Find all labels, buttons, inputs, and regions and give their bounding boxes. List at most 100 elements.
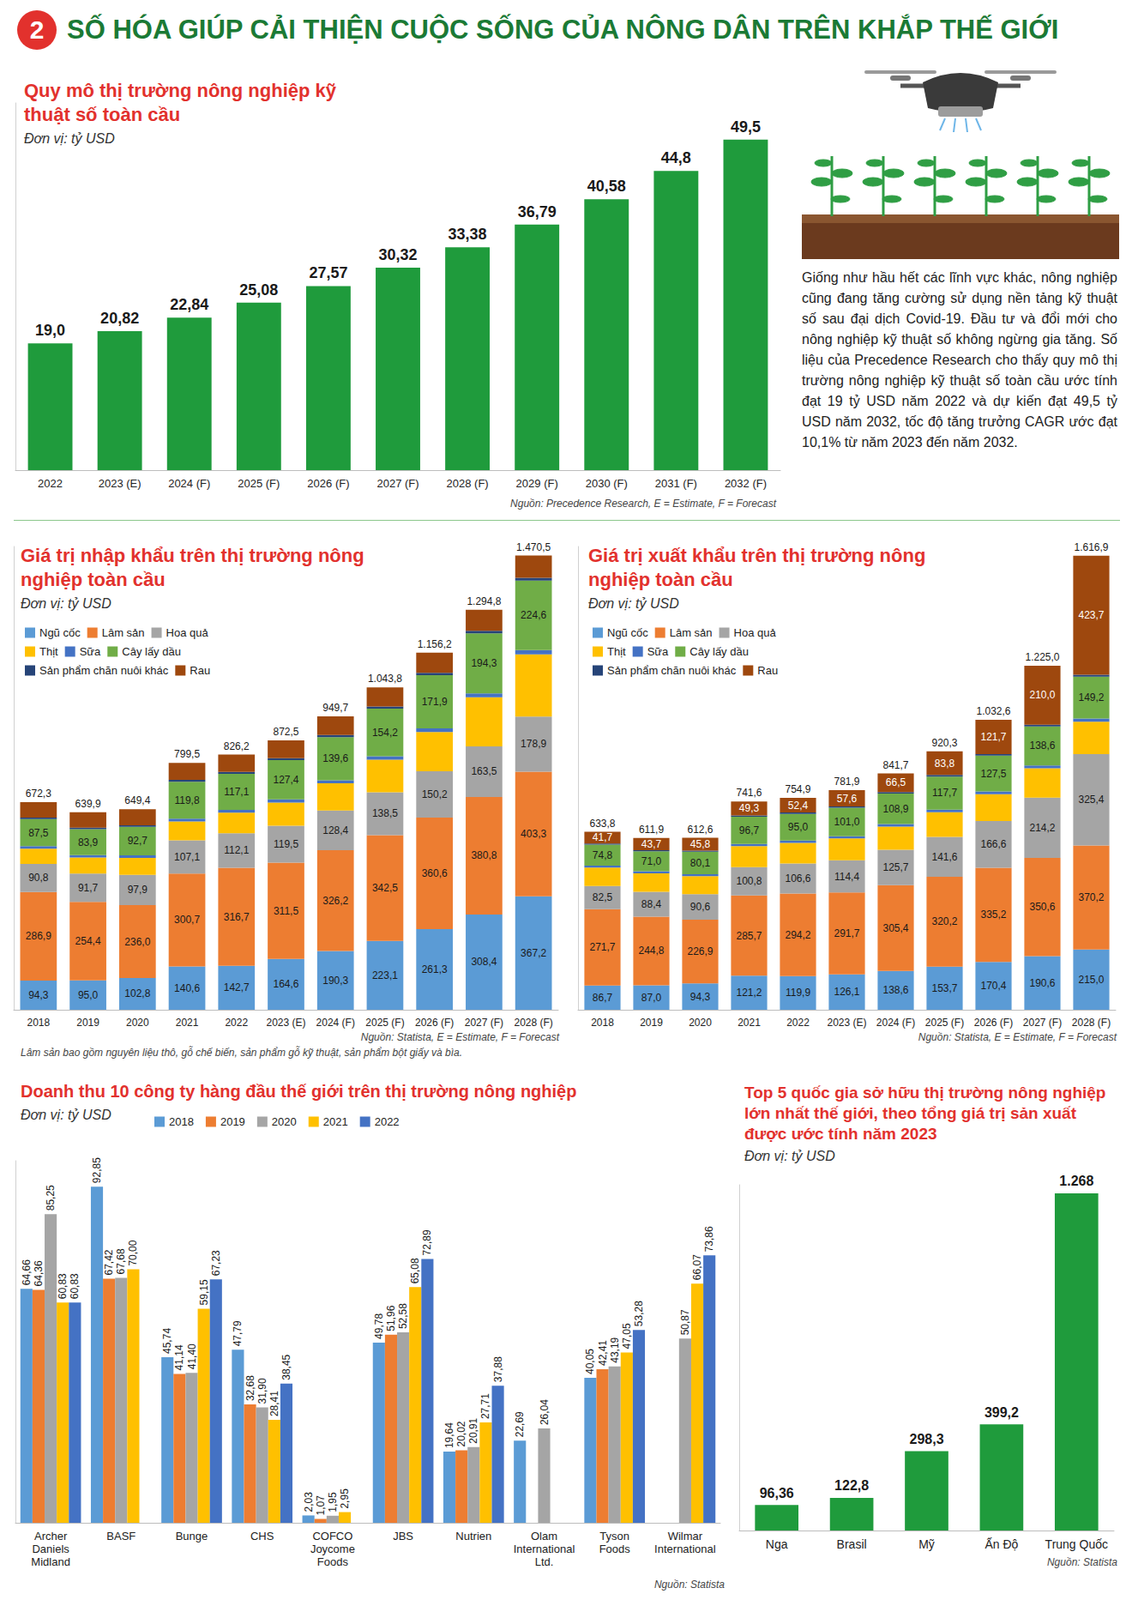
svg-text:142,7: 142,7 [223, 981, 250, 994]
svg-text:2029 (F): 2029 (F) [516, 476, 559, 490]
svg-text:335,2: 335,2 [980, 908, 1006, 921]
svg-text:32,68: 32,68 [244, 1374, 257, 1401]
svg-text:150,2: 150,2 [421, 788, 448, 801]
svg-text:36,79: 36,79 [517, 203, 557, 221]
svg-text:1,07: 1,07 [314, 1494, 327, 1516]
svg-text:2022: 2022 [37, 476, 63, 490]
svg-text:291,7: 291,7 [833, 927, 860, 940]
svg-text:Brasil: Brasil [836, 1536, 868, 1551]
svg-text:122,8: 122,8 [834, 1477, 869, 1493]
svg-text:Lâm sản: Lâm sản [102, 626, 145, 639]
svg-text:639,9: 639,9 [75, 797, 102, 810]
svg-text:96,7: 96,7 [739, 824, 760, 837]
svg-text:672,3: 672,3 [25, 787, 52, 800]
svg-text:114,4: 114,4 [834, 870, 860, 883]
svg-text:141,6: 141,6 [931, 850, 958, 863]
svg-text:2020: 2020 [688, 1016, 712, 1029]
svg-text:65,08: 65,08 [409, 1257, 422, 1283]
svg-text:Thịt: Thịt [39, 644, 59, 658]
svg-text:2024 (F): 2024 (F) [316, 1016, 356, 1029]
svg-text:97,9: 97,9 [127, 883, 149, 896]
svg-text:90,8: 90,8 [28, 871, 49, 884]
svg-text:2026 (F): 2026 (F) [974, 1016, 1013, 1029]
svg-text:106,6: 106,6 [784, 872, 811, 885]
svg-text:38,45: 38,45 [280, 1353, 293, 1379]
svg-text:66,5: 66,5 [885, 776, 907, 789]
svg-text:2032 (F): 2032 (F) [724, 476, 767, 490]
svg-text:215,0: 215,0 [1077, 973, 1104, 986]
svg-text:49,5: 49,5 [730, 118, 761, 136]
svg-text:308,4: 308,4 [470, 955, 497, 968]
svg-text:2025 (F): 2025 (F) [237, 476, 280, 490]
svg-text:360,6: 360,6 [421, 867, 448, 880]
svg-text:27,71: 27,71 [479, 1392, 492, 1419]
svg-text:20,02: 20,02 [455, 1420, 468, 1446]
svg-text:Hoa quả: Hoa quả [734, 626, 777, 639]
svg-text:2025 (F): 2025 (F) [365, 1016, 404, 1029]
svg-text:Mỹ: Mỹ [918, 1536, 935, 1551]
svg-text:85,25: 85,25 [44, 1184, 57, 1211]
svg-text:72,89: 72,89 [421, 1228, 434, 1255]
svg-text:31,90: 31,90 [256, 1377, 269, 1403]
svg-text:2021: 2021 [323, 1114, 349, 1128]
svg-text:40,58: 40,58 [587, 177, 627, 195]
svg-text:350,6: 350,6 [1029, 900, 1055, 913]
svg-text:163,5: 163,5 [470, 764, 497, 777]
svg-text:Wilmar: Wilmar [668, 1529, 704, 1542]
svg-text:224,6: 224,6 [520, 608, 547, 621]
svg-text:52,58: 52,58 [397, 1302, 410, 1329]
svg-text:121,2: 121,2 [735, 986, 762, 999]
svg-text:Lâm sản: Lâm sản [669, 626, 713, 639]
svg-text:127,4: 127,4 [272, 773, 299, 786]
svg-text:170,4: 170,4 [980, 979, 1006, 992]
svg-text:100,8: 100,8 [735, 874, 762, 887]
svg-text:2023 (E): 2023 (E) [265, 1016, 306, 1029]
svg-text:2027 (F): 2027 (F) [376, 476, 419, 490]
svg-text:BASF: BASF [106, 1529, 136, 1542]
svg-text:2020: 2020 [126, 1016, 150, 1029]
svg-text:139,6: 139,6 [322, 752, 349, 765]
svg-text:320,2: 320,2 [931, 915, 958, 928]
svg-text:298,3: 298,3 [909, 1431, 944, 1446]
svg-text:826,2: 826,2 [223, 740, 250, 753]
svg-text:2022: 2022 [224, 1016, 248, 1029]
svg-text:91,7: 91,7 [78, 881, 99, 894]
svg-text:140,6: 140,6 [174, 981, 200, 994]
svg-text:2,03: 2,03 [302, 1491, 315, 1512]
svg-text:86,7: 86,7 [592, 991, 614, 1004]
svg-text:82,5: 82,5 [592, 891, 614, 904]
svg-text:305,4: 305,4 [882, 921, 909, 934]
svg-text:2026 (F): 2026 (F) [415, 1016, 454, 1029]
svg-text:325,4: 325,4 [1077, 793, 1104, 806]
svg-text:154,2: 154,2 [372, 726, 398, 739]
svg-text:1.156,2: 1.156,2 [417, 638, 452, 651]
svg-text:Archer: Archer [34, 1529, 68, 1542]
svg-text:1.225,0: 1.225,0 [1024, 650, 1060, 663]
svg-text:300,7: 300,7 [174, 913, 200, 926]
svg-text:2019: 2019 [220, 1114, 246, 1128]
svg-text:2027 (F): 2027 (F) [464, 1016, 504, 1029]
svg-text:92,85: 92,85 [90, 1156, 103, 1183]
svg-text:94,3: 94,3 [690, 990, 711, 1003]
svg-text:108,9: 108,9 [882, 802, 909, 815]
svg-text:2024 (F): 2024 (F) [168, 476, 211, 490]
svg-text:80,1: 80,1 [690, 856, 711, 869]
svg-text:COFCO: COFCO [312, 1529, 353, 1542]
svg-text:166,6: 166,6 [980, 837, 1006, 850]
svg-text:781,9: 781,9 [833, 775, 860, 788]
svg-text:41,7: 41,7 [592, 830, 614, 843]
svg-text:50,87: 50,87 [679, 1308, 692, 1335]
svg-text:1.294,8: 1.294,8 [466, 595, 501, 608]
svg-text:Cây lấy dầu: Cây lấy dầu [689, 644, 749, 658]
svg-text:1.268: 1.268 [1059, 1173, 1094, 1188]
svg-text:Ngũ cốc: Ngũ cốc [39, 626, 81, 639]
svg-text:International: International [654, 1541, 717, 1555]
svg-text:JBS: JBS [392, 1529, 414, 1542]
svg-text:261,3: 261,3 [421, 963, 448, 976]
svg-text:1.032,6: 1.032,6 [975, 704, 1011, 717]
svg-text:19,0: 19,0 [35, 321, 66, 339]
svg-text:194,3: 194,3 [470, 656, 497, 669]
svg-text:25,08: 25,08 [239, 281, 278, 299]
svg-text:42,41: 42,41 [596, 1339, 609, 1366]
svg-text:2,95: 2,95 [338, 1487, 351, 1509]
